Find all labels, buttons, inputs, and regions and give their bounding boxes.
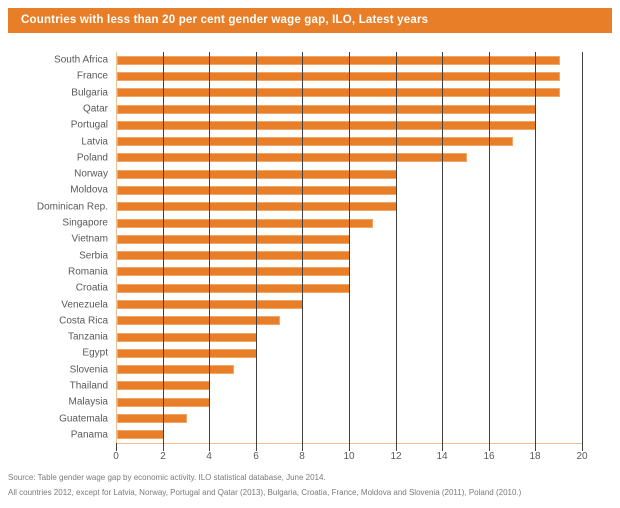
x-tick-label-20: 20 xyxy=(576,451,588,462)
x-tick-label-10: 10 xyxy=(343,451,355,462)
bar-bulgaria xyxy=(117,88,560,98)
gridline-4 xyxy=(209,52,210,451)
bar-panama xyxy=(117,430,164,440)
x-tick-label-12: 12 xyxy=(390,451,402,462)
bar-poland xyxy=(117,153,467,163)
category-label-costa-rica: Costa Rica xyxy=(59,315,108,327)
category-label-norway: Norway xyxy=(74,168,108,180)
bar-france xyxy=(117,71,560,81)
bar-latvia xyxy=(117,137,513,147)
plot-area xyxy=(116,52,583,451)
category-label-latvia: Latvia xyxy=(81,136,108,148)
x-axis-tick-labels: 0 2 4 6 8 10 12 14 16 18 20 xyxy=(113,451,587,465)
gridline-14 xyxy=(442,52,443,451)
bar-guatemala xyxy=(117,414,187,424)
x-tick-label-4: 4 xyxy=(206,451,212,462)
bar-slovenia xyxy=(117,365,234,375)
bar-egypt xyxy=(117,348,257,358)
gridline-20 xyxy=(582,52,583,451)
chart-title-bar: Countries with less than 20 per cent gen… xyxy=(8,8,612,33)
category-label-france: France xyxy=(76,70,108,82)
y-axis-category-labels: South Africa France Bulgaria Qatar Portugal L… xyxy=(0,52,108,443)
bar-costa-rica xyxy=(117,316,280,326)
x-tick-label-6: 6 xyxy=(253,451,259,462)
category-label-singapore: Singapore xyxy=(62,217,108,229)
bar-romania xyxy=(117,267,350,277)
gridline-10 xyxy=(349,52,350,451)
tick-mark-0 xyxy=(116,443,117,451)
category-label-slovenia: Slovenia xyxy=(69,364,108,376)
x-axis-line xyxy=(117,443,583,444)
bar-serbia xyxy=(117,251,350,261)
gridline-8 xyxy=(302,52,303,451)
bar-south-africa xyxy=(117,55,560,65)
source-line-2: All countries 2012, except for Latvia, N… xyxy=(8,488,522,497)
gridline-12 xyxy=(396,52,397,451)
chart-title: Countries with less than 20 per cent gen… xyxy=(21,14,429,26)
bar-singapore xyxy=(117,218,373,228)
gridline-6 xyxy=(256,52,257,451)
bar-croatia xyxy=(117,283,350,293)
x-tick-label-2: 2 xyxy=(160,451,166,462)
category-label-venezuela: Venezuela xyxy=(61,299,108,311)
bar-norway xyxy=(117,169,397,179)
category-label-panama: Panama xyxy=(70,429,108,441)
bar-qatar xyxy=(117,104,536,114)
x-tick-label-0: 0 xyxy=(113,451,119,462)
gridline-2 xyxy=(163,52,164,451)
category-label-egypt: Egypt xyxy=(82,347,108,359)
x-tick-label-8: 8 xyxy=(299,451,305,462)
source-note: Source: Table gender wage gap by economi… xyxy=(8,470,614,500)
category-label-dominican-rep: Dominican Rep. xyxy=(36,201,108,213)
category-label-romania: Romania xyxy=(67,266,108,278)
category-label-bulgaria: Bulgaria xyxy=(71,87,108,99)
gridline-16 xyxy=(489,52,490,451)
bar-venezuela xyxy=(117,300,303,310)
bar-portugal xyxy=(117,120,536,130)
category-label-guatemala: Guatemala xyxy=(59,413,108,425)
bar-moldova xyxy=(117,185,397,195)
category-label-qatar: Qatar xyxy=(82,103,108,115)
category-label-tanzania: Tanzania xyxy=(67,331,108,343)
category-label-moldova: Moldova xyxy=(70,184,108,196)
category-label-croatia: Croatia xyxy=(75,282,108,294)
category-label-poland: Poland xyxy=(76,152,108,164)
category-label-south-africa: South Africa xyxy=(54,54,108,66)
category-label-malaysia: Malaysia xyxy=(68,396,108,408)
x-tick-label-16: 16 xyxy=(483,451,495,462)
gridline-18 xyxy=(535,52,536,451)
category-label-vietnam: Vietnam xyxy=(71,233,108,245)
x-tick-label-14: 14 xyxy=(436,451,448,462)
bar-tanzania xyxy=(117,332,257,342)
bar-vietnam xyxy=(117,234,350,244)
category-label-portugal: Portugal xyxy=(70,119,108,131)
bar-dominican-rep xyxy=(117,202,397,212)
category-label-thailand: Thailand xyxy=(69,380,108,392)
source-line-1: Source: Table gender wage gap by economi… xyxy=(8,473,326,482)
category-label-serbia: Serbia xyxy=(79,250,108,262)
x-tick-label-18: 18 xyxy=(529,451,541,462)
